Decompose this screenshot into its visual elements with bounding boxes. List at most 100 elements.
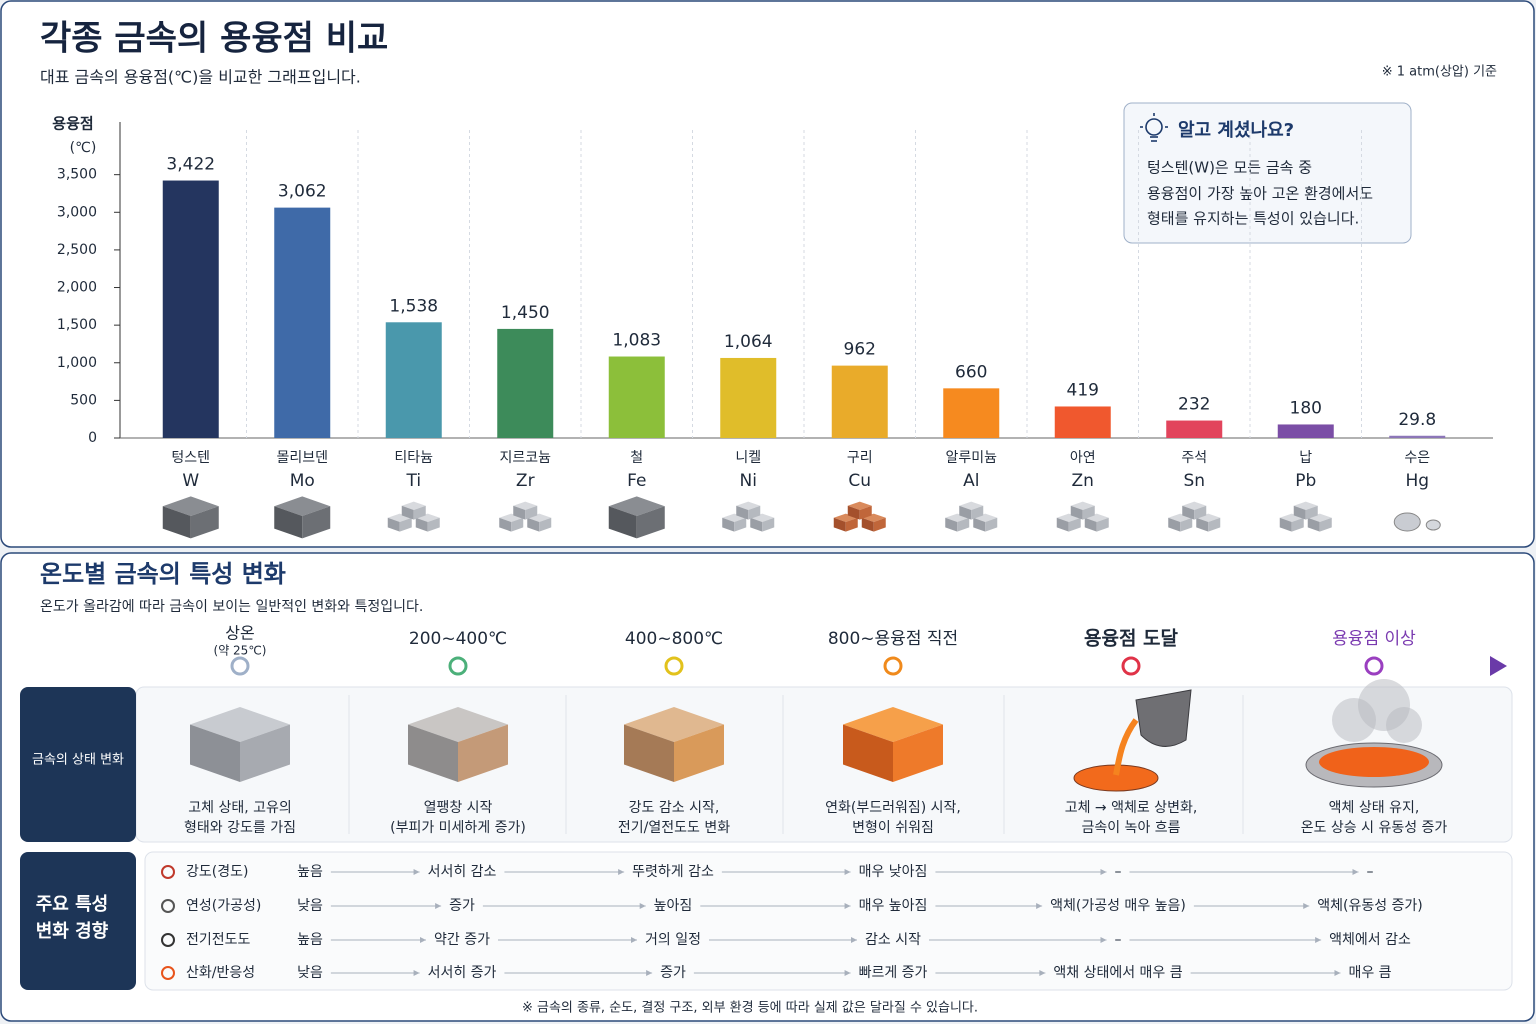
property-value: 높음 bbox=[297, 864, 323, 880]
stage-cube bbox=[624, 707, 724, 782]
block-top bbox=[945, 513, 970, 522]
property-value: 낮음 bbox=[297, 898, 323, 914]
stage-description: 고체 → 액체로 상변화, bbox=[1065, 800, 1198, 816]
block-right bbox=[734, 517, 747, 532]
block-top bbox=[1196, 513, 1221, 522]
property-header: 변화 경향 bbox=[36, 921, 109, 942]
property-icon bbox=[161, 899, 175, 913]
block-left bbox=[736, 505, 749, 520]
tip-line: 텅스텐(W)은 모든 금속 중 bbox=[1147, 159, 1312, 177]
block-right bbox=[873, 517, 886, 532]
block-left bbox=[847, 505, 860, 520]
block-right bbox=[539, 517, 552, 532]
metal-icon bbox=[1168, 513, 1193, 532]
block-right bbox=[893, 724, 943, 782]
bar bbox=[1389, 435, 1446, 438]
stage-label: 400~800℃ bbox=[625, 629, 723, 649]
value-label: 962 bbox=[844, 340, 876, 360]
value-label: 3,062 bbox=[278, 182, 327, 202]
block-left bbox=[624, 724, 674, 782]
property-value: 서서히 감소 bbox=[428, 864, 497, 880]
stage-description: 금속이 녹아 흐름 bbox=[1081, 820, 1180, 836]
stage-label: 용융점 도달 bbox=[1084, 628, 1179, 650]
stage-description: 액체 상태 유지, bbox=[1329, 800, 1420, 816]
block-left bbox=[1293, 505, 1306, 520]
value-label: 29.8 bbox=[1398, 410, 1436, 430]
value-label: 1,538 bbox=[389, 296, 438, 316]
bar bbox=[497, 328, 554, 438]
block-right bbox=[845, 517, 858, 532]
value-label: 1,083 bbox=[612, 331, 661, 351]
stage-dot bbox=[1121, 656, 1141, 676]
block-top bbox=[527, 513, 552, 522]
block-left bbox=[608, 506, 637, 539]
metal-icon bbox=[1056, 513, 1081, 532]
block-top bbox=[973, 513, 998, 522]
block-left bbox=[499, 517, 512, 532]
block-left bbox=[1168, 517, 1181, 532]
property-value: 매우 높아짐 bbox=[859, 898, 928, 914]
block-right bbox=[1291, 517, 1304, 532]
x-tick-symbol: Ni bbox=[740, 471, 757, 491]
metal-icon bbox=[959, 501, 984, 520]
y-tick-label: 2,500 bbox=[57, 242, 97, 258]
state-header-box bbox=[20, 687, 136, 842]
block-left bbox=[190, 724, 240, 782]
property-row bbox=[144, 851, 1513, 991]
metal-icon bbox=[1293, 501, 1318, 520]
value-label: 180 bbox=[1290, 398, 1322, 418]
block-right bbox=[302, 506, 331, 539]
metal-icon bbox=[1182, 501, 1207, 520]
block-right bbox=[859, 505, 872, 520]
metal-icon bbox=[973, 513, 998, 532]
property-value: 감소 시작 bbox=[865, 932, 921, 948]
state-header: 금속의 상태 변화 bbox=[32, 753, 124, 768]
property-value: 높음 bbox=[297, 932, 323, 948]
block-right bbox=[240, 724, 290, 782]
block-left bbox=[1307, 517, 1320, 532]
block-right bbox=[190, 506, 219, 539]
block-left bbox=[973, 517, 986, 532]
stage-description: 강도 감소 시작, bbox=[629, 800, 720, 816]
trend-arrowhead bbox=[1039, 970, 1046, 976]
property-value: – bbox=[1115, 932, 1122, 948]
block-right bbox=[525, 505, 538, 520]
property-name: 전기전도도 bbox=[186, 932, 251, 948]
stage-dot bbox=[448, 656, 468, 676]
stage-description: 열팽창 시작 bbox=[424, 800, 493, 816]
x-tick-label: 몰리브덴 bbox=[276, 450, 328, 466]
value-label: 660 bbox=[955, 362, 987, 382]
block-right bbox=[985, 517, 998, 532]
metal-icon bbox=[499, 513, 524, 532]
value-label: 419 bbox=[1067, 380, 1099, 400]
block-right bbox=[674, 724, 724, 782]
stage-description: 고체 상태, 고유의 bbox=[188, 800, 292, 816]
metal-icon bbox=[1070, 501, 1095, 520]
block-left bbox=[1084, 517, 1097, 532]
y-axis-unit: (℃) bbox=[70, 140, 97, 156]
stage-description: 온도 상승 시 유동성 증가 bbox=[1301, 820, 1448, 836]
tip-title: 알고 계셨나요? bbox=[1178, 120, 1294, 141]
block-left bbox=[162, 506, 191, 539]
y-tick-label: 500 bbox=[70, 392, 97, 408]
bar bbox=[162, 180, 219, 439]
trend-arrowhead bbox=[851, 937, 858, 943]
metal-icon bbox=[415, 513, 440, 532]
x-tick-symbol: Sn bbox=[1183, 471, 1205, 491]
property-value: 거의 일정 bbox=[645, 932, 701, 948]
x-tick-symbol: Hg bbox=[1405, 471, 1429, 491]
trend-arrowhead bbox=[1303, 903, 1310, 909]
stage-label: 800~용융점 직전 bbox=[828, 629, 958, 649]
block-right bbox=[971, 505, 984, 520]
property-header: 주요 특성 bbox=[36, 894, 109, 915]
trend-arrowhead bbox=[413, 869, 420, 875]
x-tick-label: 지르코늄 bbox=[499, 450, 551, 466]
property-value: 낮음 bbox=[297, 965, 323, 981]
property-value: 액체(유동성 증가) bbox=[1317, 898, 1423, 914]
block-left bbox=[1056, 517, 1069, 532]
block-left bbox=[843, 724, 893, 782]
metal-icon bbox=[274, 496, 331, 539]
y-tick-label: 1,500 bbox=[57, 317, 97, 333]
metal-icon bbox=[736, 501, 761, 520]
